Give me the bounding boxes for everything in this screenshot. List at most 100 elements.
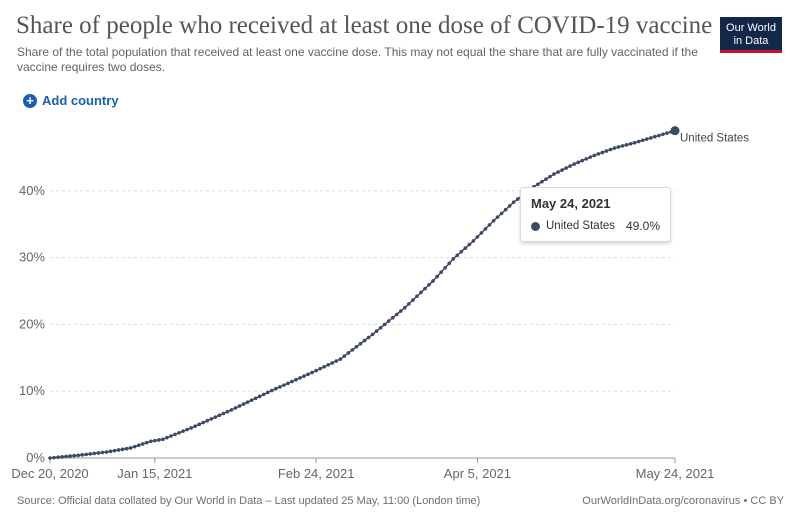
data-point[interactable] bbox=[80, 453, 85, 457]
data-point[interactable] bbox=[278, 385, 282, 389]
data-point[interactable] bbox=[431, 279, 435, 283]
data-point[interactable] bbox=[407, 302, 411, 306]
data-point[interactable] bbox=[48, 456, 52, 460]
data-point[interactable] bbox=[608, 147, 613, 152]
data-point[interactable] bbox=[128, 446, 133, 450]
data-point[interactable] bbox=[612, 146, 617, 150]
data-point[interactable] bbox=[269, 388, 274, 393]
data-point[interactable] bbox=[411, 298, 415, 302]
data-point[interactable] bbox=[144, 440, 149, 445]
data-point[interactable] bbox=[374, 329, 379, 333]
data-point[interactable] bbox=[92, 451, 97, 456]
data-point[interactable] bbox=[326, 363, 331, 367]
data-point[interactable] bbox=[471, 239, 476, 243]
data-point[interactable] bbox=[149, 439, 153, 444]
data-point[interactable] bbox=[580, 158, 585, 163]
data-point[interactable] bbox=[632, 140, 637, 145]
data-point[interactable] bbox=[237, 404, 242, 408]
data-point[interactable] bbox=[177, 431, 181, 435]
data-point[interactable] bbox=[286, 381, 290, 386]
data-point[interactable] bbox=[584, 157, 589, 161]
data-point[interactable] bbox=[201, 420, 206, 425]
data-point[interactable] bbox=[479, 231, 484, 235]
data-point[interactable] bbox=[314, 368, 318, 373]
data-point[interactable] bbox=[459, 249, 464, 254]
data-point[interactable] bbox=[382, 322, 387, 327]
data-point[interactable] bbox=[346, 351, 351, 355]
data-point[interactable] bbox=[302, 374, 306, 378]
data-point[interactable] bbox=[386, 319, 391, 323]
data-point[interactable] bbox=[64, 454, 68, 459]
data-point[interactable] bbox=[233, 406, 238, 410]
data-point[interactable] bbox=[104, 450, 109, 454]
data-point[interactable] bbox=[556, 170, 560, 174]
data-point[interactable] bbox=[282, 383, 286, 387]
data-point[interactable] bbox=[628, 141, 633, 146]
data-point[interactable] bbox=[213, 415, 218, 419]
data-point[interactable] bbox=[439, 270, 443, 274]
data-point[interactable] bbox=[564, 166, 568, 170]
data-point[interactable] bbox=[76, 453, 81, 458]
add-country-button[interactable]: + Add country bbox=[23, 93, 119, 108]
data-point[interactable] bbox=[568, 164, 572, 168]
data-point[interactable] bbox=[540, 179, 544, 184]
data-point[interactable] bbox=[600, 150, 605, 155]
data-point[interactable] bbox=[455, 253, 460, 258]
data-point[interactable] bbox=[366, 335, 371, 340]
data-point[interactable] bbox=[120, 447, 125, 452]
data-point[interactable] bbox=[620, 144, 625, 148]
data-point[interactable] bbox=[185, 427, 189, 432]
data-point[interactable] bbox=[205, 418, 210, 423]
data-point[interactable] bbox=[157, 438, 161, 442]
data-point[interactable] bbox=[515, 197, 520, 201]
data-point[interactable] bbox=[165, 435, 169, 440]
data-point[interactable] bbox=[403, 305, 407, 310]
data-point[interactable] bbox=[394, 312, 399, 317]
data-point[interactable] bbox=[661, 132, 665, 137]
data-point[interactable] bbox=[499, 211, 504, 216]
data-point[interactable] bbox=[153, 438, 157, 443]
data-point[interactable] bbox=[548, 174, 552, 179]
data-point[interactable] bbox=[487, 223, 492, 227]
data-point[interactable] bbox=[636, 139, 641, 144]
data-point[interactable] bbox=[649, 136, 653, 140]
data-point[interactable] bbox=[322, 364, 326, 369]
data-point[interactable] bbox=[491, 219, 496, 223]
data-point[interactable] bbox=[596, 152, 601, 156]
data-point[interactable] bbox=[100, 450, 105, 455]
data-point[interactable] bbox=[588, 155, 593, 159]
data-point[interactable] bbox=[507, 204, 512, 208]
data-point[interactable] bbox=[616, 145, 621, 149]
data-point[interactable] bbox=[399, 309, 403, 313]
data-point[interactable] bbox=[624, 143, 629, 147]
data-point[interactable] bbox=[169, 434, 173, 438]
data-point[interactable] bbox=[136, 443, 141, 448]
series-line-united-states[interactable] bbox=[49, 129, 676, 459]
data-point[interactable] bbox=[419, 290, 423, 295]
data-point[interactable] bbox=[193, 424, 197, 428]
data-point[interactable] bbox=[358, 341, 363, 346]
data-point[interactable] bbox=[475, 235, 480, 239]
data-point[interactable] bbox=[572, 162, 576, 166]
data-point[interactable] bbox=[52, 455, 56, 460]
data-point[interactable] bbox=[221, 411, 226, 416]
data-point[interactable] bbox=[161, 437, 165, 442]
data-point[interactable] bbox=[209, 417, 214, 421]
data-point[interactable] bbox=[132, 444, 137, 449]
data-point[interactable] bbox=[451, 257, 456, 261]
data-point[interactable] bbox=[423, 286, 427, 291]
data-point[interactable] bbox=[245, 400, 250, 404]
data-point[interactable] bbox=[249, 398, 254, 403]
data-point[interactable] bbox=[330, 361, 335, 365]
data-point[interactable] bbox=[56, 455, 60, 460]
owid-logo[interactable]: Our World in Data bbox=[720, 17, 782, 53]
data-point[interactable] bbox=[294, 377, 298, 382]
data-point[interactable] bbox=[310, 370, 314, 375]
data-point[interactable] bbox=[318, 366, 322, 371]
data-point[interactable] bbox=[257, 394, 262, 399]
data-point[interactable] bbox=[60, 455, 64, 459]
data-point[interactable] bbox=[108, 449, 113, 454]
data-point[interactable] bbox=[362, 338, 367, 343]
data-point[interactable] bbox=[495, 215, 500, 219]
